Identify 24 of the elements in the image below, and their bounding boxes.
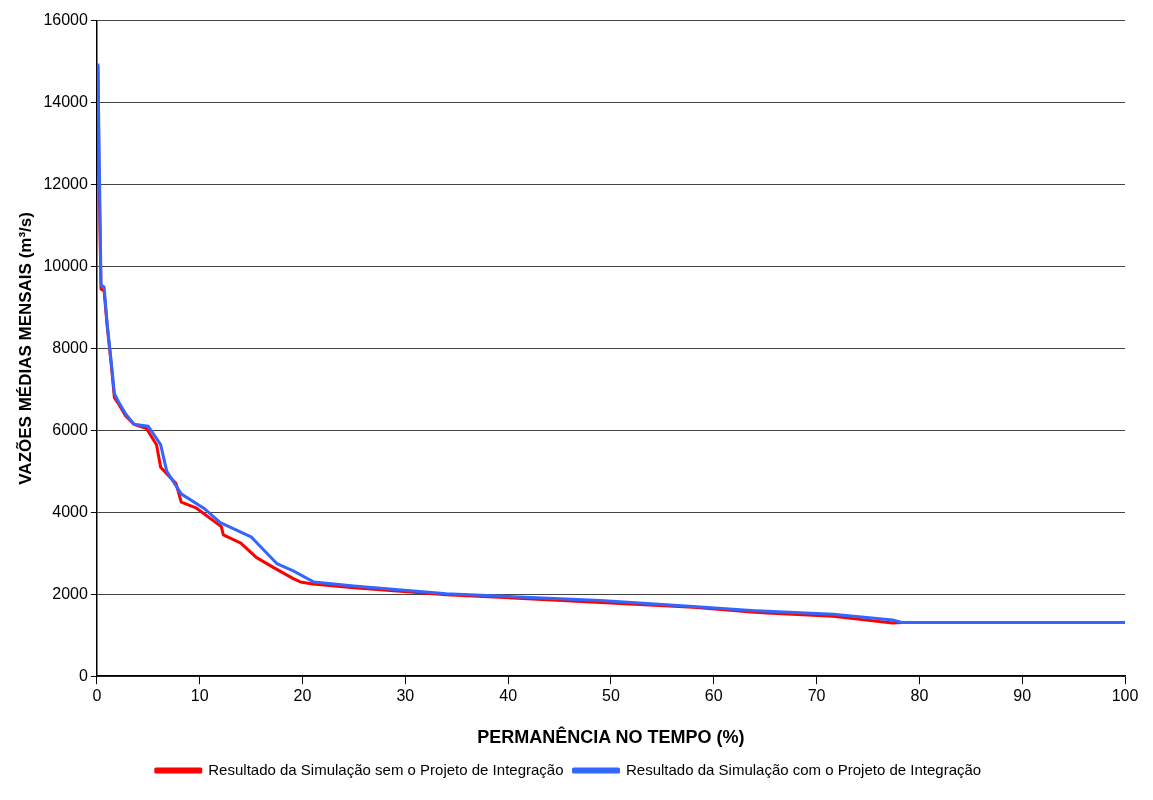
x-tick-label: 100 [1111, 687, 1139, 705]
y-tick-label: 16000 [43, 11, 88, 29]
x-tick-label: 50 [602, 687, 620, 705]
x-tick-label: 30 [396, 687, 415, 705]
x-tick-label: 0 [92, 687, 102, 705]
x-tick-label: 40 [499, 687, 518, 705]
y-tick-label: 4000 [52, 502, 88, 520]
x-tick-label: 20 [293, 687, 312, 705]
legend-label: Resultado da Simulação com o Projeto de Integração [626, 760, 982, 778]
y-tick-label: 2000 [52, 584, 88, 602]
legend-label: Resultado da Simulação sem o Projeto de Integração [208, 760, 564, 778]
x-tick-label: 70 [807, 687, 826, 705]
x-axis-title: PERMANÊNCIA NO TEMPO (%) [477, 726, 745, 748]
y-tick-label: 0 [78, 666, 88, 684]
y-tick-label: 6000 [52, 420, 88, 438]
x-tick-label: 90 [1013, 687, 1032, 705]
y-tick-label: 10000 [43, 256, 88, 274]
y-axis-title: VAZÕES MÉDIAS MENSAIS (m³/s) [14, 212, 35, 485]
y-tick-label: 12000 [43, 174, 88, 192]
x-tick-label: 80 [910, 687, 929, 705]
y-tick-label: 14000 [43, 92, 88, 110]
y-tick-label: 8000 [52, 338, 88, 356]
x-tick-label: 60 [704, 687, 723, 705]
x-tick-label: 10 [190, 687, 209, 705]
